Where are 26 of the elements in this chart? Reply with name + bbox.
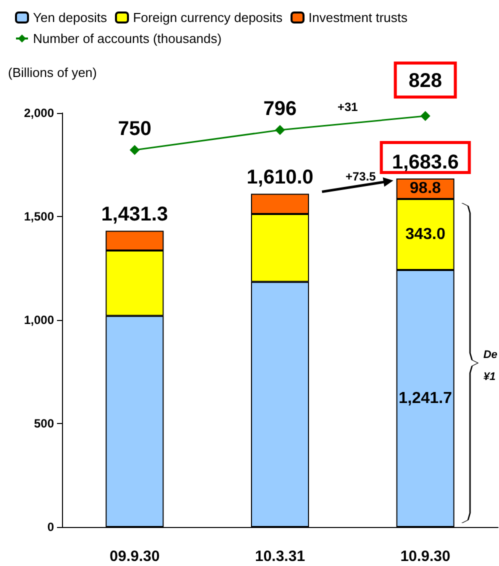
data-label: 796 <box>263 98 297 120</box>
total-label: 1,431.3 <box>101 204 168 226</box>
total-label: 1,610.0 <box>246 166 314 189</box>
legend-label: Foreign currency deposits <box>132 10 284 25</box>
data-label: 828 <box>408 70 442 92</box>
y-tick-label: 500 <box>34 416 54 430</box>
annotation: +31 <box>337 100 358 114</box>
data-label: 343.0 <box>405 226 446 243</box>
legend-label: Yen deposits <box>33 10 108 25</box>
legend-label: Number of accounts (thousands) <box>33 31 222 46</box>
y-tick-label: 0 <box>47 520 54 534</box>
y-tick-label: 1,000 <box>24 313 54 327</box>
y-tick-label: 2,000 <box>24 106 54 120</box>
data-label: 750 <box>118 118 152 140</box>
annotation: ¥1 <box>483 370 496 383</box>
y-axis-title: (Billions of yen) <box>8 65 97 80</box>
x-tick-label: 10.3.31 <box>254 548 306 565</box>
annotation: +73.5 <box>345 170 376 184</box>
x-tick-label: 09.9.30 <box>110 548 160 565</box>
total-label: 1,683.6 <box>392 152 459 174</box>
annotation: De <box>483 348 498 361</box>
data-label: 1,241.7 <box>398 390 452 407</box>
data-label: 98.8 <box>410 180 442 198</box>
y-tick-label: 1,500 <box>24 210 54 224</box>
x-tick-label: 10.9.30 <box>400 548 450 565</box>
legend-label: Investment trusts <box>308 10 408 25</box>
